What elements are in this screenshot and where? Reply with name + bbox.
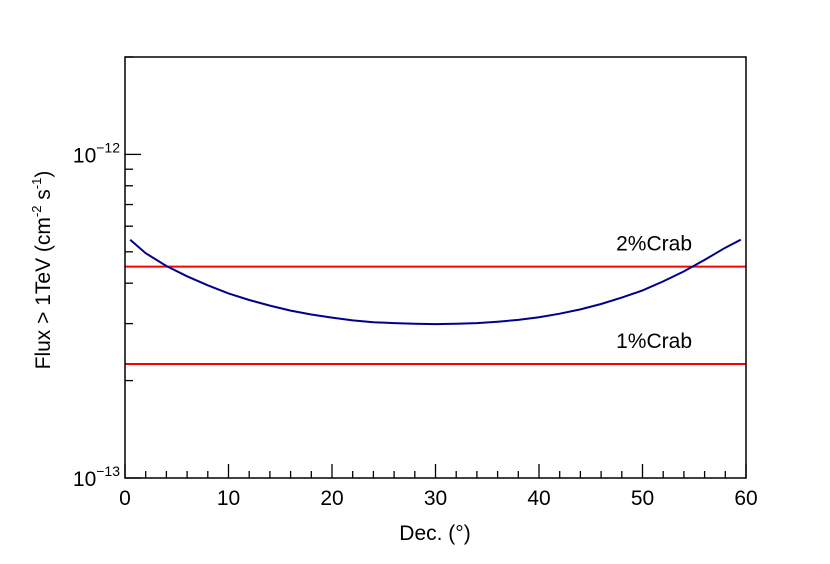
x-tick-label: 0 [119, 487, 131, 510]
x-tick-label: 30 [424, 487, 447, 510]
y-tick-label: 10−13 [73, 463, 120, 491]
y-tick-base: 10 [73, 468, 96, 491]
x-tick-label: 40 [527, 487, 550, 510]
annotations-layer: 2%Crab 1%Crab [616, 233, 692, 353]
y-axis-title-suffix: ) [32, 171, 55, 178]
y-axis-title: Flux > 1TeV (cm-2 s-1) [29, 171, 55, 370]
y-tick-exponent: −12 [96, 139, 120, 155]
reference-line-label: 1%Crab [616, 330, 692, 353]
y-axis-title-exp1: -2 [29, 206, 44, 218]
y-axis-title-exp2: -1 [29, 178, 44, 190]
sensitivity-curve [129, 238, 742, 326]
y-tick-label: 10−12 [73, 139, 120, 167]
y-axis-title-mid: s [32, 189, 55, 205]
x-tick-label: 60 [734, 487, 757, 510]
reference-lines-layer [125, 265, 746, 366]
x-tick-label: 20 [320, 487, 343, 510]
x-tick-label: 10 [217, 487, 240, 510]
y-tick-exponent: −13 [96, 463, 120, 479]
reference-line-label: 2%Crab [616, 233, 692, 256]
x-tick-labels: 0 10 20 30 40 50 60 [119, 487, 758, 510]
series-layer [129, 238, 742, 326]
plot-frame [124, 56, 747, 479]
y-tick-base: 10 [73, 144, 96, 167]
x-axis-title: Dec. (°) [399, 522, 470, 545]
x-tick-label: 50 [631, 487, 654, 510]
y-axis-title-prefix: Flux > 1TeV (cm [32, 217, 55, 369]
